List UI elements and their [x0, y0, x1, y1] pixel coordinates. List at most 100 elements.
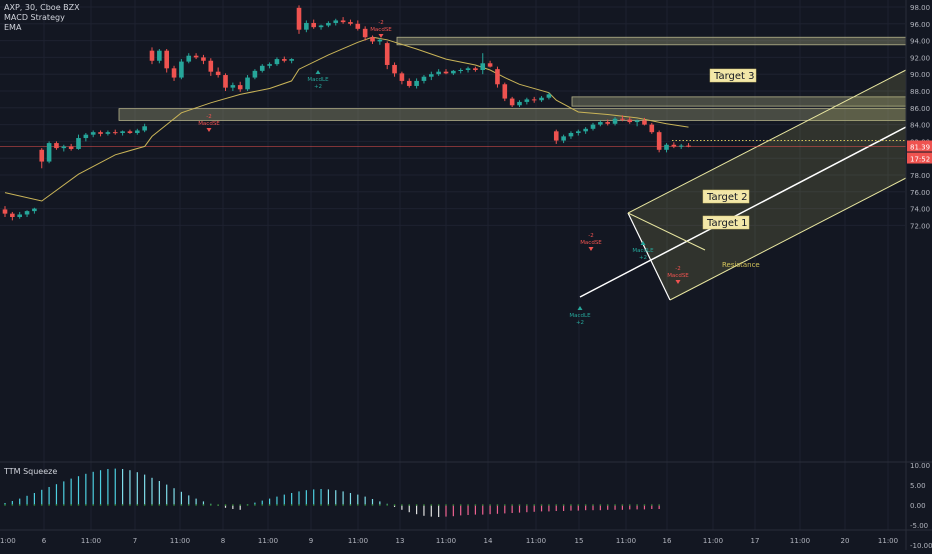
channel-fill	[628, 70, 906, 300]
candle-body	[127, 131, 133, 133]
candle	[245, 75, 250, 91]
candle-body	[112, 132, 118, 134]
candle	[127, 129, 133, 134]
candle	[414, 78, 419, 89]
candle	[598, 120, 603, 127]
squeeze-dot	[312, 504, 315, 506]
pitchfork-handle	[627, 212, 671, 301]
squeeze-dot	[77, 504, 80, 506]
squeeze-dot	[525, 504, 528, 506]
candle-body	[230, 85, 236, 88]
candle-body	[201, 57, 206, 61]
candle-body	[487, 63, 493, 67]
candle	[83, 133, 89, 142]
indicator-ema[interactable]: EMA	[4, 23, 22, 32]
grid-lines	[0, 0, 905, 530]
candle-body	[671, 144, 677, 147]
candle-body	[245, 77, 250, 90]
squeeze-dot	[136, 504, 139, 506]
squeeze-dot	[643, 504, 646, 506]
signal-arrow-up-icon	[577, 306, 583, 310]
symbol-title[interactable]: AXP, 30, Cboe BZX	[4, 3, 80, 12]
squeeze-dot	[342, 504, 344, 506]
time-tick-label: 6	[42, 537, 47, 545]
squeeze-dot	[423, 504, 425, 506]
squeeze-dot	[33, 504, 36, 506]
squeeze-dot	[84, 504, 87, 506]
squeeze-dot	[386, 504, 389, 506]
candle-body	[524, 99, 530, 102]
squeeze-dot	[224, 504, 227, 506]
candle-body	[605, 122, 610, 124]
squeeze-dot	[246, 504, 249, 506]
candle-body	[208, 60, 214, 72]
candle	[46, 141, 52, 164]
candle	[237, 81, 243, 92]
candle	[311, 19, 316, 29]
candle	[333, 18, 339, 26]
candle	[531, 96, 537, 103]
candle-body	[54, 143, 59, 149]
candle	[509, 96, 515, 107]
candle-body	[421, 76, 427, 81]
candle-body	[171, 68, 177, 78]
squeeze-dot	[11, 504, 14, 506]
candle-body	[289, 59, 294, 61]
osc-tick-label: -5.00	[910, 522, 928, 530]
candle	[193, 53, 199, 60]
signal-label: MacdLE	[632, 248, 654, 254]
squeeze-dot	[371, 504, 374, 506]
ttm-squeeze-title[interactable]: TTM Squeeze	[4, 467, 58, 476]
squeeze-dot	[334, 504, 337, 506]
candle	[135, 128, 140, 135]
candle-body	[362, 28, 368, 38]
squeeze-dot	[349, 504, 352, 506]
indicator-macd-strategy[interactable]: MACD Strategy	[4, 13, 65, 22]
candle	[186, 53, 192, 64]
signal-label: MacdSE	[370, 27, 392, 33]
squeeze-dot	[283, 504, 286, 506]
squeeze-dot	[99, 504, 102, 506]
squeeze-dot	[62, 504, 65, 506]
candle-body	[590, 124, 596, 129]
candle-body	[399, 73, 405, 81]
candle-body	[164, 50, 169, 69]
candle	[678, 143, 684, 149]
squeeze-dot	[55, 504, 58, 506]
macd-long-signal: MacdLE+2	[632, 241, 654, 261]
candle-body	[76, 138, 81, 149]
signal-label: MacdLE	[569, 313, 591, 319]
candle-body	[46, 143, 52, 162]
candle-body	[583, 128, 588, 132]
squeeze-dot	[606, 504, 609, 506]
candle	[480, 53, 486, 75]
squeeze-dot	[165, 504, 168, 506]
label-bg	[709, 68, 757, 83]
candle-body	[326, 22, 331, 26]
candle-body	[223, 75, 228, 88]
candle-body	[649, 124, 655, 133]
macd-long-signal: MacdLE+2	[569, 306, 591, 326]
candle	[274, 57, 280, 66]
candle	[120, 130, 125, 136]
candle-body	[340, 20, 346, 23]
candle-body	[612, 118, 618, 124]
countdown-badge	[907, 152, 932, 164]
squeeze-dot	[533, 504, 536, 506]
squeeze-dot	[562, 504, 565, 506]
candle	[223, 73, 228, 91]
candle	[17, 211, 22, 219]
candle	[230, 82, 236, 91]
current-price-badge	[907, 140, 932, 152]
signal-arrow-down-icon	[588, 247, 594, 251]
candle	[553, 129, 559, 144]
candle	[656, 130, 662, 153]
candle	[451, 70, 456, 76]
signal-arrow-down-icon	[675, 280, 681, 284]
signal-arrow-down-icon	[378, 34, 384, 38]
candle-body	[157, 50, 162, 61]
squeeze-dot	[298, 504, 300, 506]
